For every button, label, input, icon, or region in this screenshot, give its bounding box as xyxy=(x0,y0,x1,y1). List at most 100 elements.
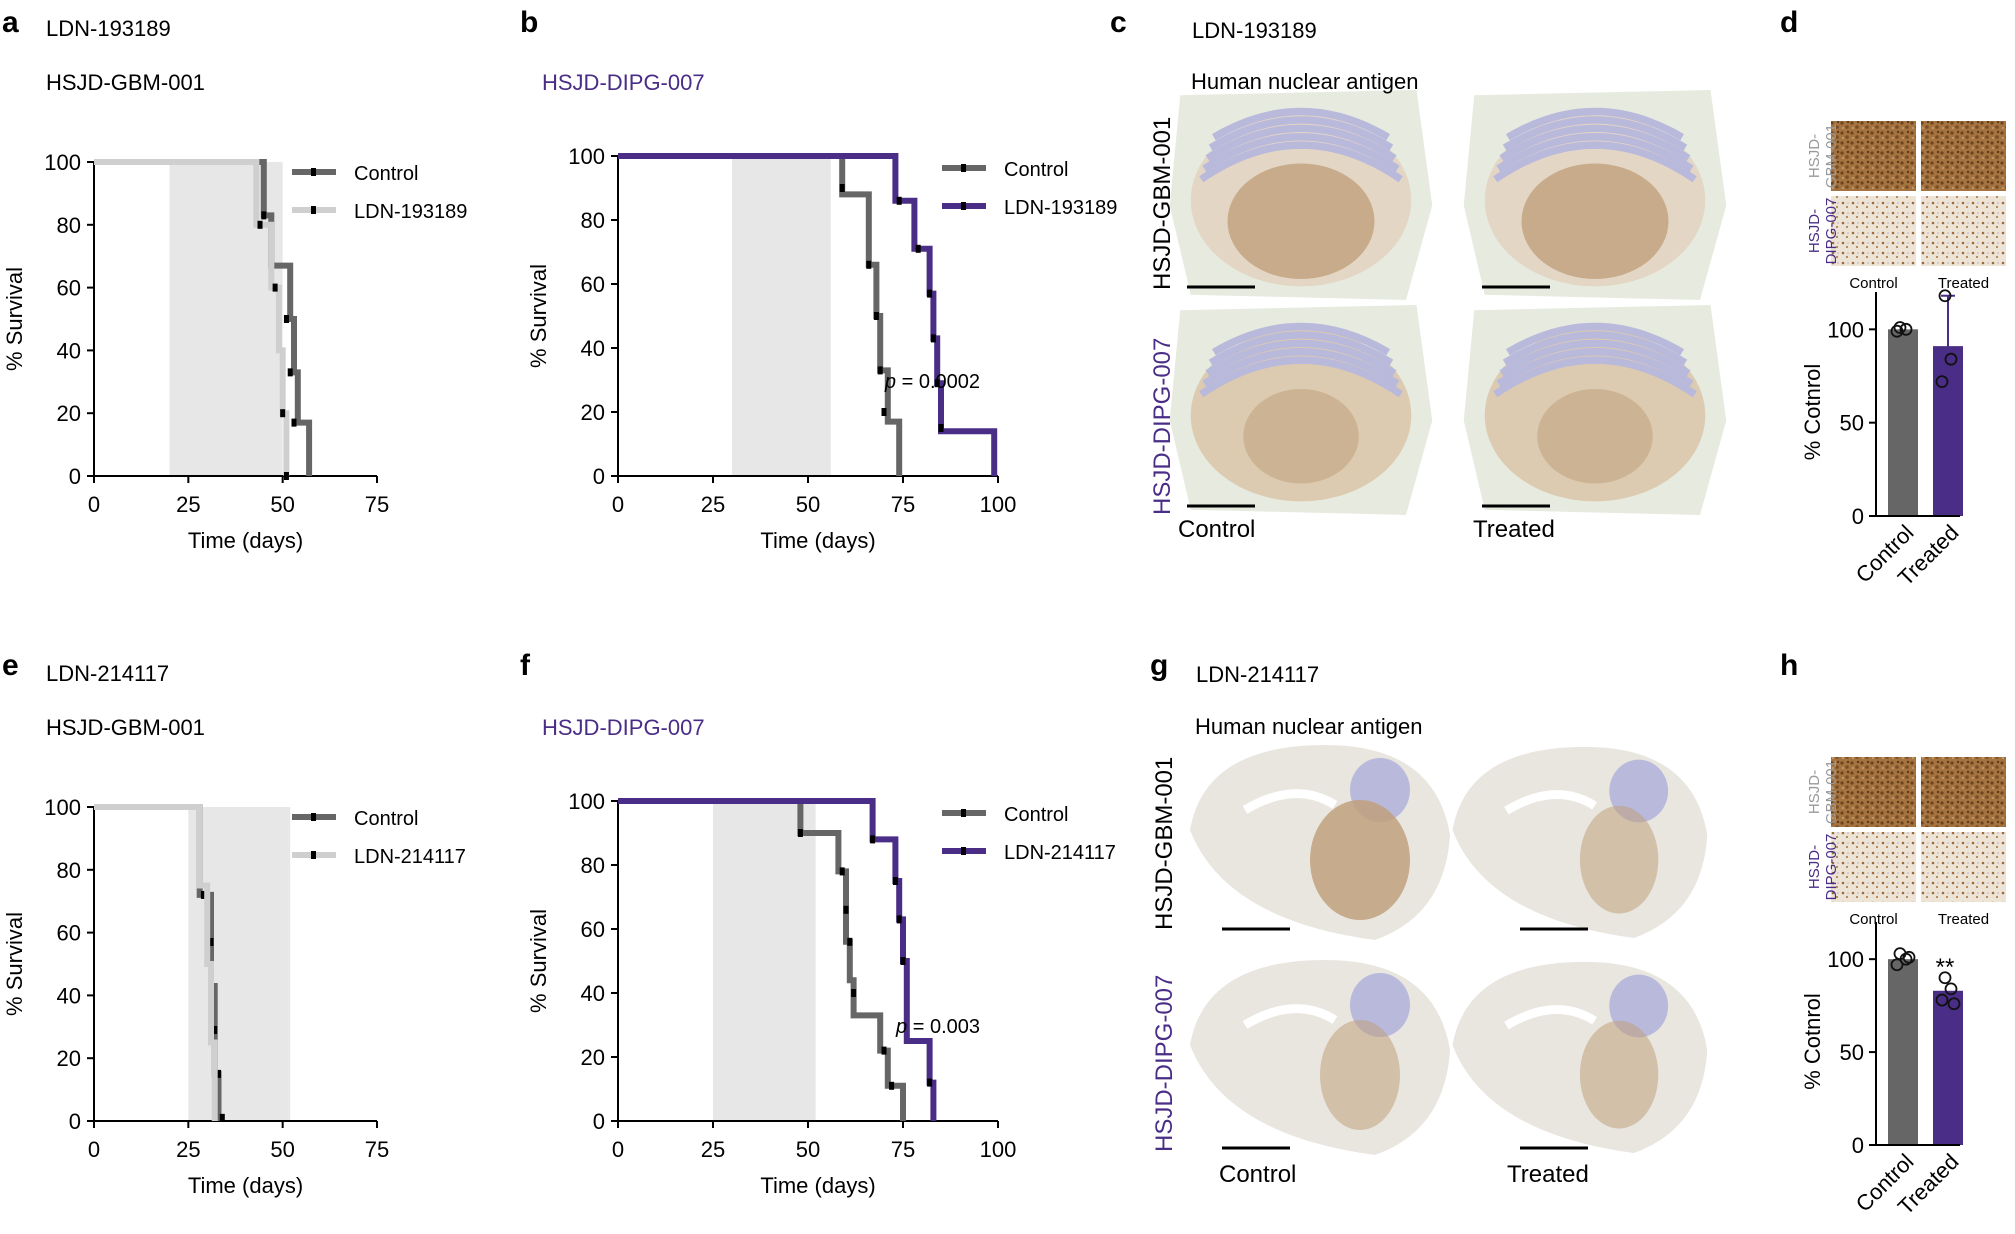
panel-letter-a: a xyxy=(2,6,19,39)
x-tick-label: 25 xyxy=(701,492,725,517)
legend-label: Control xyxy=(354,808,418,830)
y-tick-label: 100 xyxy=(1827,947,1864,972)
y-tick-label: 40 xyxy=(581,336,605,361)
legend-censor-mark xyxy=(961,202,966,210)
censor-mark xyxy=(892,877,898,885)
tumor-staining xyxy=(1243,389,1359,484)
legend-censor-mark xyxy=(311,851,316,859)
tumor-staining xyxy=(1521,163,1669,279)
y-tick-label: 0 xyxy=(593,1109,605,1134)
cerebellar-folia xyxy=(1202,133,1400,172)
censor-mark xyxy=(927,1078,933,1087)
ventricle xyxy=(1242,1004,1338,1029)
p-value-text: = 0.003 xyxy=(907,1016,980,1038)
brain-section-g-dipg-treated xyxy=(1452,961,1708,1153)
panel-g-col-label-control: Control xyxy=(1219,1161,1296,1188)
y-tick-label: 40 xyxy=(57,983,81,1008)
ihc-thumbnail xyxy=(1921,757,2006,827)
censor-mark xyxy=(873,312,879,320)
panel-letter-d: d xyxy=(1780,6,1798,39)
p-symbol: p xyxy=(895,1016,907,1038)
y-axis-title: % Cotnrol xyxy=(1800,364,1825,461)
censor-mark xyxy=(915,244,921,253)
censor-mark xyxy=(900,957,906,965)
cerebellar-folia xyxy=(1211,107,1391,141)
censor-mark xyxy=(280,409,286,418)
y-tick-label: 40 xyxy=(581,981,605,1006)
x-axis-title: Time (days) xyxy=(188,528,303,553)
cerebellar-folia xyxy=(1505,107,1685,141)
censor-mark xyxy=(212,1025,218,1034)
treatment-window-shade xyxy=(188,807,291,1121)
censor-mark xyxy=(934,379,940,388)
tumor-staining xyxy=(1579,1020,1659,1129)
x-tick-label: 50 xyxy=(270,492,294,517)
censor-mark xyxy=(896,915,902,924)
cerebellar-folia xyxy=(1496,348,1694,387)
mini-row-label-line: HSJD- xyxy=(1806,134,1823,178)
censor-mark xyxy=(208,938,214,947)
data-point xyxy=(1947,997,1961,1011)
brain-section-c-dipg-control xyxy=(1169,305,1433,515)
censor-mark xyxy=(881,408,887,416)
panel-b-model: HSJD-DIPG-007 xyxy=(542,70,705,95)
panel-g-stain: Human nuclear antigen xyxy=(1195,714,1422,739)
mini-row-label-line: DIPG-007 xyxy=(1823,834,1840,901)
panel-letter-g: g xyxy=(1150,649,1168,682)
cerebellar-folia xyxy=(1499,339,1691,377)
censor-mark xyxy=(870,835,876,844)
x-tick-label: 25 xyxy=(176,492,200,517)
x-tick-label: 100 xyxy=(980,1137,1017,1162)
mini-row-label-line: GBM-001 xyxy=(1823,760,1840,824)
data-point xyxy=(1935,993,1949,1007)
y-tick-label: 50 xyxy=(1840,411,1864,436)
tumor-staining xyxy=(1227,163,1375,279)
censor-mark xyxy=(797,829,803,837)
panel-letter-f: f xyxy=(520,649,531,682)
mini-col-label: Control xyxy=(1849,275,1897,292)
survival-chart-b: 0 25 50 75 100 0 20 40 60 80 100 Time (days) % Survi… xyxy=(526,144,1117,553)
survival-curve-1 xyxy=(618,798,937,1121)
censor-mark xyxy=(927,289,933,298)
tumor-staining xyxy=(1579,805,1659,914)
mini-row-label-line: HSJD- xyxy=(1806,209,1823,253)
x-tick-label: 0 xyxy=(88,492,100,517)
censor-mark xyxy=(216,1069,222,1078)
panel-c-row-label-gbm: HSJD-GBM-001 xyxy=(1149,117,1176,290)
tumor-staining xyxy=(1320,1020,1400,1130)
cerebellar-folia xyxy=(1493,141,1697,183)
legend-censor-mark xyxy=(961,809,966,817)
brain-section-c-gbm-control xyxy=(1169,90,1433,300)
y-tick-label: 100 xyxy=(44,150,81,175)
legend-censor-mark xyxy=(311,813,316,821)
mini-row-label: HSJD-GBM-001 xyxy=(1806,760,1840,824)
data-point xyxy=(1938,289,1952,303)
y-tick-label: 0 xyxy=(69,1109,81,1134)
y-tick-label: 80 xyxy=(57,858,81,883)
censor-mark xyxy=(839,867,845,876)
cerebellar-folia xyxy=(1199,141,1403,183)
panel-a-compound: LDN-193189 xyxy=(46,16,171,41)
censor-mark xyxy=(843,905,849,914)
y-tick-label: 100 xyxy=(568,789,605,814)
x-axis-title: Time (days) xyxy=(760,528,875,553)
panel-c-stain: Human nuclear antigen xyxy=(1191,69,1418,94)
legend-censor-mark xyxy=(311,168,316,176)
panel-g-compound: LDN-214117 xyxy=(1196,662,1319,687)
y-tick-label: 100 xyxy=(568,144,605,169)
brain-section-c-gbm-treated xyxy=(1463,90,1727,300)
y-tick-label: 0 xyxy=(1852,504,1864,529)
y-tick-label: 20 xyxy=(57,1046,81,1071)
censor-mark xyxy=(283,315,289,323)
panel-g-col-label-treated: Treated xyxy=(1507,1161,1589,1188)
legend-label: LDN-193189 xyxy=(354,201,467,223)
y-axis-title: % Survival xyxy=(2,267,27,371)
x-axis-title: Time (days) xyxy=(188,1173,303,1198)
x-tick-label: 75 xyxy=(365,1137,389,1162)
cerebellar-folia xyxy=(1205,124,1397,162)
censor-mark xyxy=(889,1081,895,1090)
censor-mark xyxy=(200,890,206,899)
cerebellar-folia xyxy=(1499,124,1691,162)
x-tick-label: 25 xyxy=(176,1137,200,1162)
